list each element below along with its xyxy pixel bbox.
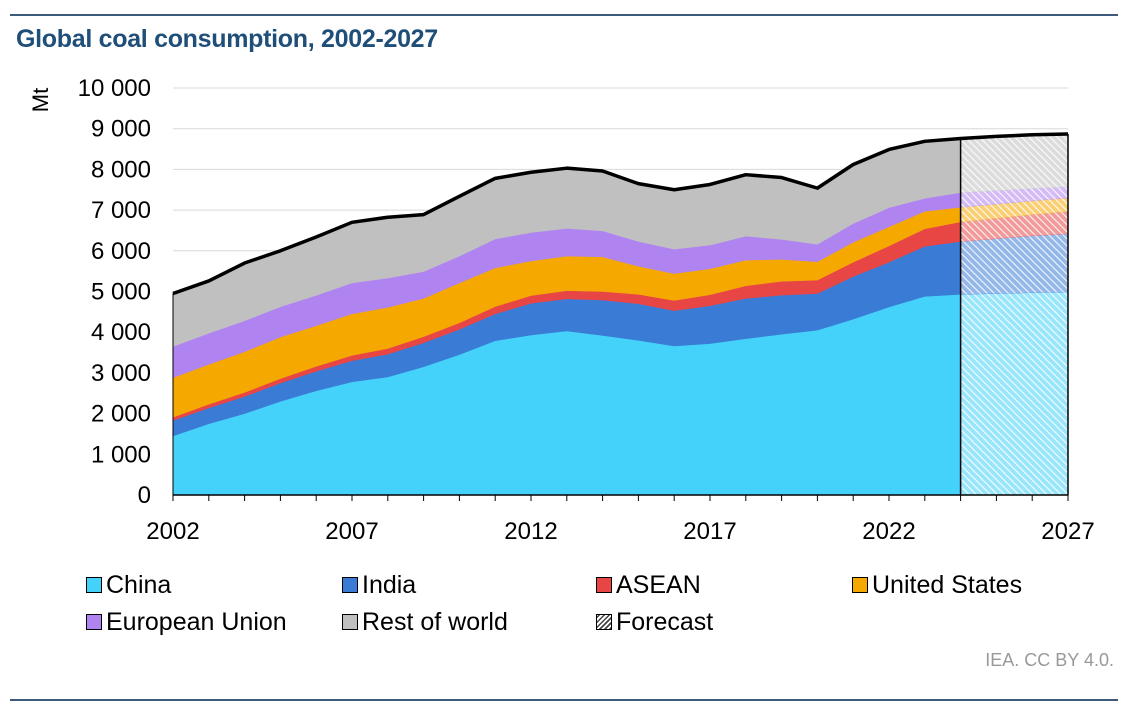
- legend: China India ASEAN United States European Uni…: [86, 568, 1086, 648]
- legend-swatch-asean: [596, 577, 612, 593]
- legend-swatch-india: [342, 577, 358, 593]
- legend-label-asean: ASEAN: [616, 570, 701, 599]
- legend-label-united-states: United States: [872, 570, 1023, 599]
- legend-item-india: India: [342, 568, 416, 602]
- legend-item-china: China: [86, 568, 171, 602]
- top-rule: [10, 14, 1118, 16]
- x-tick-label: 2012: [504, 518, 557, 545]
- y-tick-label: 10 000: [78, 75, 151, 102]
- legend-label-forecast: Forecast: [616, 607, 714, 636]
- y-tick-label: 8 000: [91, 156, 151, 183]
- forecast-hatch-china: [960, 291, 1068, 495]
- legend-label-rest-of-world: Rest of world: [362, 607, 508, 636]
- legend-swatch-china: [86, 577, 102, 593]
- y-tick-label: 7 000: [91, 197, 151, 224]
- y-tick-label: 3 000: [91, 360, 151, 387]
- x-tick-label: 2007: [325, 518, 378, 545]
- forecast-hatch-european-union: [960, 186, 1068, 208]
- legend-label-european-union: European Union: [106, 607, 287, 636]
- y-tick-label: 5 000: [91, 279, 151, 306]
- legend-item-european-union: European Union: [86, 605, 287, 639]
- legend-swatch-rest-of-world: [342, 614, 358, 630]
- y-tick-label: 4 000: [91, 319, 151, 346]
- y-tick-label: 0: [138, 482, 151, 509]
- y-tick-label: 9 000: [91, 116, 151, 143]
- source-credit: IEA. CC BY 4.0.: [985, 650, 1114, 670]
- legend-item-asean: ASEAN: [596, 568, 701, 602]
- legend-item-forecast: Forecast: [596, 605, 713, 639]
- legend-label-china: China: [106, 570, 172, 599]
- total-line: [172, 132, 1069, 296]
- legend-item-united-states: United States: [852, 568, 1022, 602]
- forecast-hatch-india: [960, 233, 1068, 295]
- legend-swatch-european-union: [86, 614, 102, 630]
- y-tick-label: 6 000: [91, 238, 151, 265]
- y-tick-label: 2 000: [91, 401, 151, 428]
- legend-swatch-forecast: [596, 614, 612, 630]
- forecast-hatch-asean: [960, 211, 1068, 242]
- bottom-rule: [10, 699, 1118, 701]
- x-tick-label: 2002: [146, 518, 199, 545]
- forecast-hatch-rest-of-world: [960, 133, 1068, 193]
- y-tick-label: 1 000: [91, 441, 151, 468]
- legend-item-rest-of-world: Rest of world: [342, 605, 508, 639]
- legend-label-india: India: [362, 570, 417, 599]
- y-axis-label: Mt: [28, 88, 53, 112]
- x-tick-label: 2017: [683, 518, 736, 545]
- chart-title: Global coal consumption, 2002-2027: [16, 25, 438, 53]
- forecast-hatch-united-states: [960, 197, 1068, 222]
- legend-swatch-united-states: [852, 577, 868, 593]
- x-tick-label: 2027: [1041, 518, 1094, 545]
- x-tick-label: 2022: [862, 518, 915, 545]
